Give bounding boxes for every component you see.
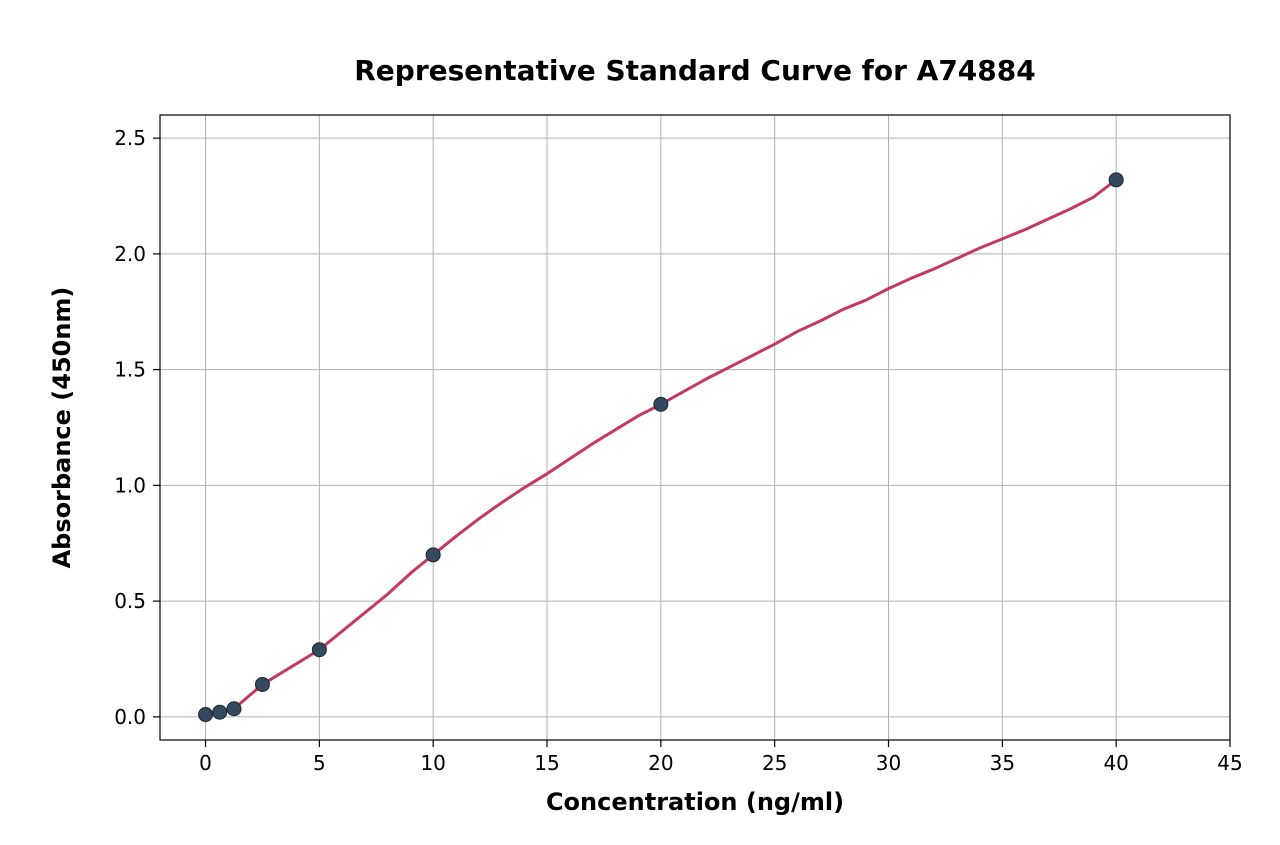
x-tick-label: 45 [1217,751,1242,775]
y-axis-label: Absorbance (450nm) [48,287,76,569]
y-ticks: 0.0 0.5 1.0 1.5 2.0 2.5 [114,126,160,729]
x-tick-label: 25 [762,751,787,775]
x-axis-label: Concentration (ng/ml) [546,788,844,816]
x-tick-label: 20 [648,751,673,775]
x-tick-label: 35 [990,751,1015,775]
data-point-marker [255,677,269,691]
standard-curve-chart: 0 5 10 15 20 25 30 35 40 45 0.0 0.5 1.0 1.5 2.0 2.5 Co… [0,0,1280,845]
data-point-marker [213,705,227,719]
y-tick-label: 2.5 [114,126,146,150]
x-tick-label: 40 [1103,751,1128,775]
chart-title: Representative Standard Curve for A74884 [354,54,1036,87]
data-point-marker [227,702,241,716]
x-tick-label: 15 [534,751,559,775]
data-point-marker [312,643,326,657]
data-point-marker [654,397,668,411]
chart-container: 0 5 10 15 20 25 30 35 40 45 0.0 0.5 1.0 1.5 2.0 2.5 Co… [0,0,1280,845]
x-tick-label: 5 [313,751,326,775]
x-tick-label: 30 [876,751,901,775]
data-point-marker [199,708,213,722]
y-tick-label: 0.5 [114,589,146,613]
data-point-marker [426,548,440,562]
y-tick-label: 2.0 [114,242,146,266]
x-ticks: 0 5 10 15 20 25 30 35 40 45 [199,740,1243,775]
x-tick-label: 0 [199,751,212,775]
y-tick-label: 0.0 [114,705,146,729]
x-tick-label: 10 [420,751,445,775]
data-point-marker [1109,173,1123,187]
y-tick-label: 1.5 [114,358,146,382]
y-tick-label: 1.0 [114,473,146,497]
